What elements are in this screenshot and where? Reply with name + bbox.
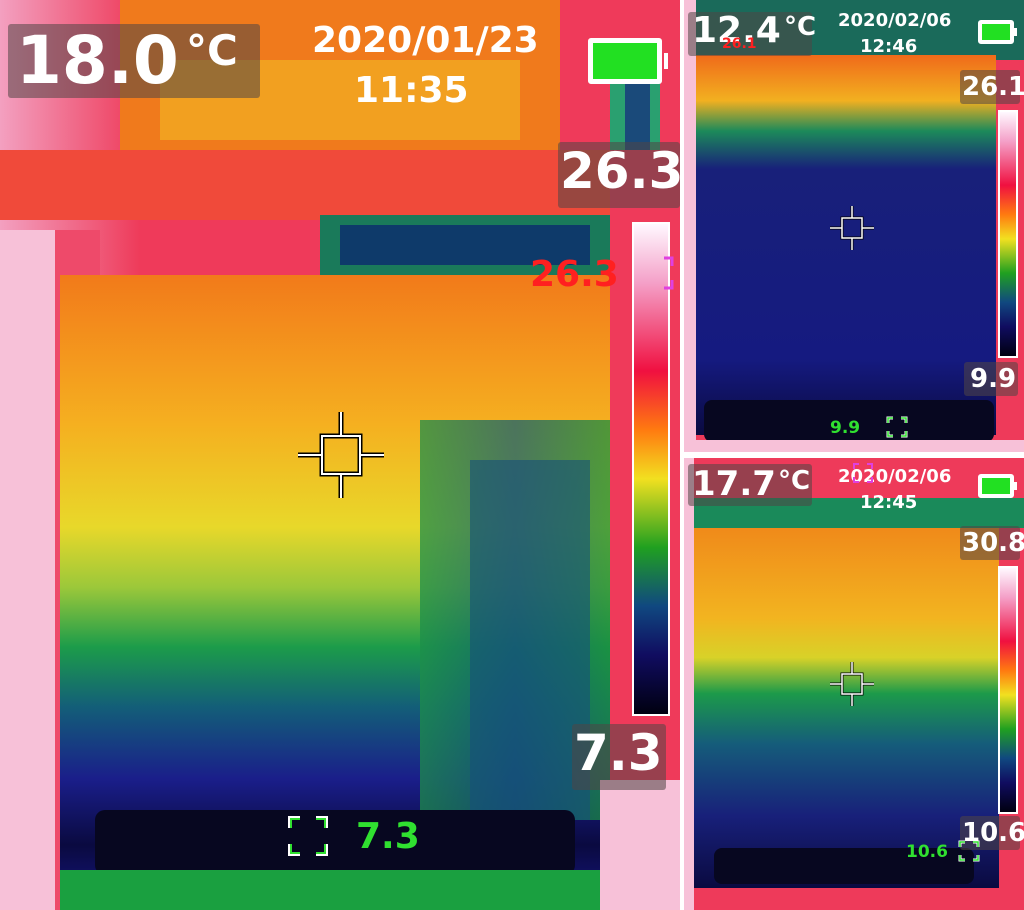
crosshair-icon: [830, 206, 874, 250]
cold-spot-marker: 9.9: [830, 418, 861, 438]
color-scale-bar: [632, 222, 670, 716]
temperature-unit: °C: [186, 26, 238, 75]
scale-max-box: [960, 526, 1020, 560]
thermal-image-bottom-right: 17.7 °C 2020/02/06 12:45 30.8 10.6 10.6: [684, 458, 1024, 910]
temperature-readout-box: [688, 12, 812, 56]
hot-spot-marker: 26.3: [530, 254, 619, 295]
cold-spot-marker: 7.3: [356, 816, 420, 857]
capture-time: 12:45: [860, 492, 918, 513]
hot-bracket-icon: [664, 256, 674, 290]
temperature-readout-box: [8, 24, 260, 98]
thermal-image-top-right: 12.4 °C 2020/02/06 12:46 26.1 9.9 26.1 9…: [684, 0, 1024, 452]
scale-min-box: [572, 724, 666, 790]
scale-min-label: 10.6: [962, 818, 1024, 848]
cold-spot-marker: 10.6: [906, 842, 948, 862]
scale-max-box: [558, 142, 680, 208]
battery-icon: [978, 20, 1017, 44]
thermal-image-main: 18.0 °C 2020/01/23 11:35 26.3 7.3 26.3 7…: [0, 0, 680, 910]
capture-date: 2020/02/06: [838, 10, 952, 31]
focus-bracket-icon: [958, 840, 980, 862]
hot-bracket-icon: [853, 463, 873, 483]
scale-min-box: [964, 362, 1018, 396]
crosshair-icon: [298, 412, 384, 498]
capture-time: 12:46: [860, 36, 918, 57]
scale-max-label: 26.3: [560, 142, 680, 200]
capture-time: 11:35: [354, 70, 469, 111]
scale-max-box: [960, 70, 1020, 104]
temperature-readout-box: [688, 464, 812, 506]
focus-bracket-icon: [886, 416, 908, 438]
scale-min-label: 7.3: [574, 724, 663, 782]
color-scale-bar: [998, 110, 1018, 358]
color-scale-bar: [998, 566, 1018, 814]
temperature-unit: °C: [784, 12, 817, 42]
scale-min-box: [960, 816, 1020, 850]
capture-date: 2020/01/23: [312, 20, 539, 61]
center-temperature: 12.4: [692, 10, 781, 51]
temperature-unit: °C: [778, 466, 811, 496]
center-temperature: 18.0: [16, 22, 179, 99]
hot-spot-marker: 26.1: [722, 36, 757, 52]
battery-icon: [588, 38, 668, 84]
scale-max-label: 30.8: [962, 528, 1024, 558]
battery-icon: [978, 474, 1017, 498]
crosshair-icon: [830, 662, 874, 706]
capture-date: 2020/02/06: [838, 466, 952, 487]
scale-max-label: 26.1: [962, 72, 1024, 102]
scale-min-label: 9.9: [970, 364, 1017, 394]
center-temperature: 17.7: [692, 464, 776, 504]
focus-bracket-icon: [288, 816, 328, 856]
